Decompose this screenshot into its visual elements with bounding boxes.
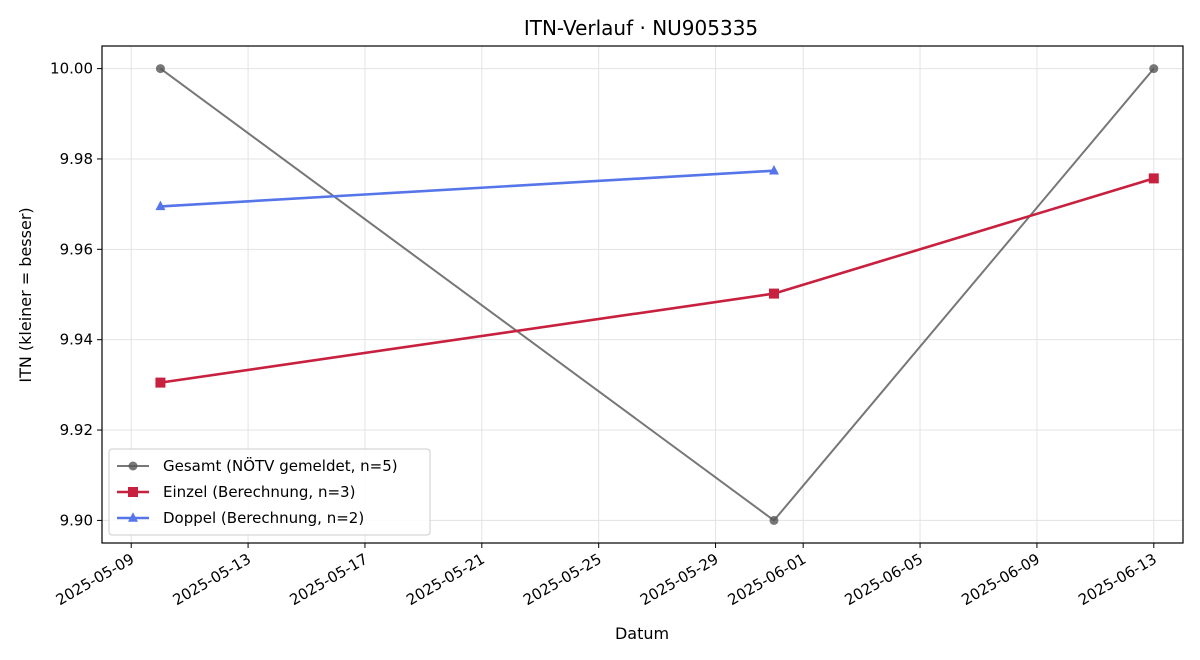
legend-entry-label: Doppel (Berechnung, n=2)	[163, 509, 364, 527]
legend-marker	[128, 487, 138, 497]
series-line-3	[160, 169, 775, 208]
legend-entry-label: Einzel (Berechnung, n=3)	[163, 483, 355, 501]
chart-title: ITN-Verlauf · NU905335	[524, 16, 758, 40]
data-point	[1148, 173, 1159, 184]
data-point	[768, 164, 779, 175]
series-group	[155, 64, 1159, 525]
y-axis: 9.90 9.92 9.94 9.96 9.98 10.00	[50, 60, 102, 529]
legend: Gesamt (NÖTV gemeldet, n=5) Einzel (Berec…	[108, 448, 431, 536]
y-tick-label: 9.96	[60, 240, 93, 258]
y-tick-label: 10.00	[50, 60, 93, 78]
data-point	[1149, 64, 1159, 74]
y-tick-label: 9.98	[60, 150, 93, 168]
y-tick-label: 9.94	[60, 331, 93, 349]
data-point	[769, 515, 779, 525]
x-axis-label: Datum	[615, 624, 669, 643]
legend-box	[108, 448, 431, 536]
data-point	[768, 288, 779, 299]
y-axis-label: ITN (kleiner = besser)	[16, 207, 35, 382]
legend-marker	[128, 512, 138, 522]
legend-marker	[128, 461, 138, 471]
data-point	[155, 377, 166, 388]
plot-frame	[101, 45, 1184, 544]
grid-lines	[102, 46, 1183, 543]
y-tick-label: 9.90	[60, 511, 93, 529]
y-tick-label: 9.92	[60, 421, 93, 439]
data-point	[155, 200, 166, 211]
data-point	[155, 64, 165, 74]
legend-entry-label: Gesamt (NÖTV gemeldet, n=5)	[163, 456, 398, 475]
